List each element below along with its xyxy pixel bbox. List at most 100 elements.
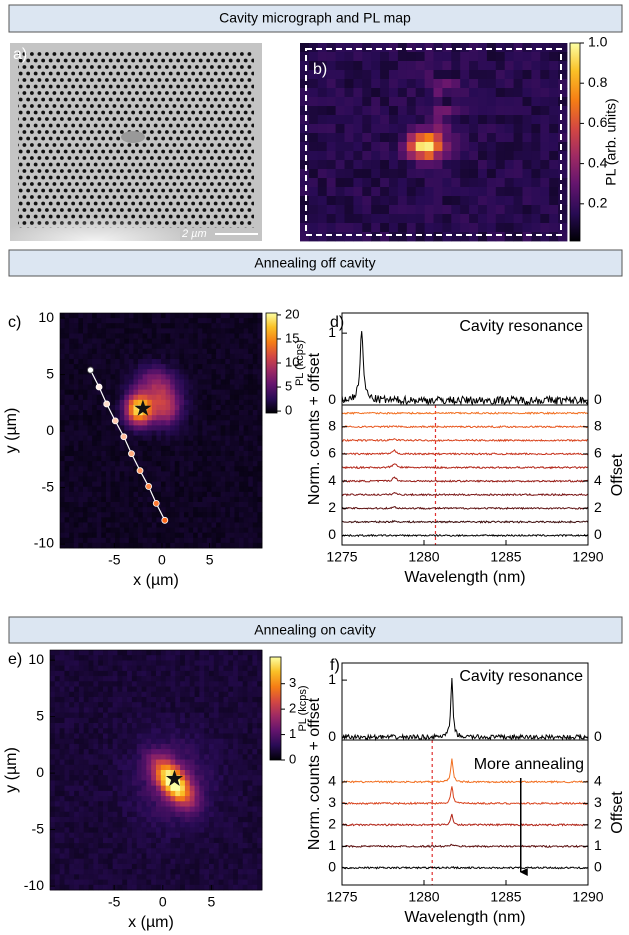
map-pixel	[257, 869, 262, 875]
map-pixel	[69, 344, 74, 350]
map-pixel	[138, 323, 143, 329]
map-pixel	[152, 400, 157, 406]
map-pixel	[184, 333, 189, 339]
map-pixel	[122, 676, 127, 682]
map-pixel	[84, 681, 89, 687]
map-pixel	[202, 487, 207, 493]
map-pixel	[92, 476, 97, 482]
map-pixel	[89, 807, 94, 813]
map-pixel	[223, 650, 228, 656]
map-pixel	[60, 739, 65, 745]
map-pixel	[175, 827, 180, 833]
map-pixel	[244, 497, 249, 503]
map-pixel	[223, 859, 228, 865]
map-pixel	[244, 364, 249, 370]
map-pixel	[156, 713, 161, 719]
map-pixel	[111, 400, 116, 406]
map-pixel	[113, 775, 118, 781]
map-pixel	[425, 232, 434, 241]
map-pixel	[540, 106, 549, 115]
map-pixel	[74, 436, 79, 442]
map-pixel	[147, 379, 152, 385]
map-pixel	[451, 124, 460, 133]
map-pixel	[117, 681, 122, 687]
map-pixel	[170, 880, 175, 886]
map-pixel	[170, 786, 175, 792]
map-pixel	[133, 538, 138, 544]
map-pixel	[117, 869, 122, 875]
map-pixel	[198, 476, 203, 482]
map-pixel	[83, 339, 88, 345]
map-pixel	[180, 723, 185, 729]
map-pixel	[228, 770, 233, 776]
map-pixel	[101, 482, 106, 488]
map-pixel	[230, 405, 235, 411]
map-pixel	[300, 70, 309, 79]
map-pixel	[122, 718, 127, 724]
map-pixel	[362, 169, 371, 178]
map-pixel	[199, 749, 204, 755]
map-pixel	[79, 681, 84, 687]
map-pixel	[248, 543, 253, 549]
map-pixel	[170, 492, 175, 498]
map-pixel	[93, 791, 98, 797]
map-pixel	[74, 476, 79, 482]
map-pixel	[257, 517, 262, 523]
map-pixel	[161, 471, 166, 477]
map-pixel	[69, 859, 74, 865]
map-pixel	[137, 713, 142, 719]
map-pixel	[209, 807, 214, 813]
map-pixel	[238, 838, 243, 844]
map-pixel	[207, 425, 212, 431]
map-pixel	[185, 885, 190, 891]
map-pixel	[113, 660, 118, 666]
map-pixel	[137, 812, 142, 818]
map-pixel	[127, 838, 132, 844]
map-pixel	[253, 410, 258, 416]
map-pixel	[345, 232, 354, 241]
map-pixel	[60, 713, 65, 719]
map-pixel	[147, 517, 152, 523]
map-pixel	[190, 744, 195, 750]
map-pixel	[98, 765, 103, 771]
map-pixel	[425, 196, 434, 205]
map-pixel	[336, 196, 345, 205]
map-pixel	[362, 205, 371, 214]
map-pixel	[239, 410, 244, 416]
map-pixel	[98, 786, 103, 792]
map-pixel	[407, 169, 416, 178]
map-pixel	[124, 482, 129, 488]
map-pixel	[175, 744, 180, 750]
map-pixel	[137, 780, 142, 786]
map-pixel	[199, 770, 204, 776]
map-pixel	[214, 760, 219, 766]
map-pixel	[198, 395, 203, 401]
map-pixel	[179, 446, 184, 452]
map-pixel	[185, 760, 190, 766]
map-pixel	[122, 754, 127, 760]
map-pixel	[221, 374, 226, 380]
map-pixel	[225, 492, 230, 498]
map-pixel	[309, 151, 318, 160]
map-pixel	[69, 379, 74, 385]
map-pixel	[309, 223, 318, 232]
map-pixel	[257, 425, 262, 431]
map-pixel	[345, 43, 354, 52]
map-pixel	[198, 543, 203, 549]
map-pixel	[195, 744, 200, 750]
map-pixel	[204, 817, 209, 823]
map-pixel	[146, 692, 151, 698]
map-pixel	[214, 733, 219, 739]
map-pixel	[133, 323, 138, 329]
map-pixel	[108, 838, 113, 844]
map-pixel	[120, 543, 125, 549]
map-pixel	[225, 339, 230, 345]
map-pixel	[65, 390, 70, 396]
map-pixel	[133, 400, 138, 406]
map-pixel	[60, 364, 65, 370]
map-pixel	[389, 178, 398, 187]
map-pixel	[60, 476, 65, 482]
map-pixel	[122, 812, 127, 818]
map-pixel	[362, 97, 371, 106]
map-pixel	[212, 446, 217, 452]
